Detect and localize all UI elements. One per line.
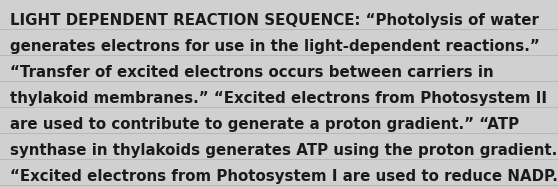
Text: are used to contribute to generate a proton gradient.” “ATP: are used to contribute to generate a pro… [10, 117, 519, 132]
Text: “Excited electrons from Photosystem I are used to reduce NADP.”: “Excited electrons from Photosystem I ar… [10, 169, 558, 184]
Text: thylakoid membranes.” “Excited electrons from Photosystem II: thylakoid membranes.” “Excited electrons… [10, 91, 547, 106]
Text: generates electrons for use in the light-dependent reactions.”: generates electrons for use in the light… [10, 39, 540, 54]
Text: synthase in thylakoids generates ATP using the proton gradient.”: synthase in thylakoids generates ATP usi… [10, 143, 558, 158]
Text: “Transfer of excited electrons occurs between carriers in: “Transfer of excited electrons occurs be… [10, 65, 494, 80]
Text: LIGHT DEPENDENT REACTION SEQUENCE: “Photolysis of water: LIGHT DEPENDENT REACTION SEQUENCE: “Phot… [10, 13, 539, 28]
